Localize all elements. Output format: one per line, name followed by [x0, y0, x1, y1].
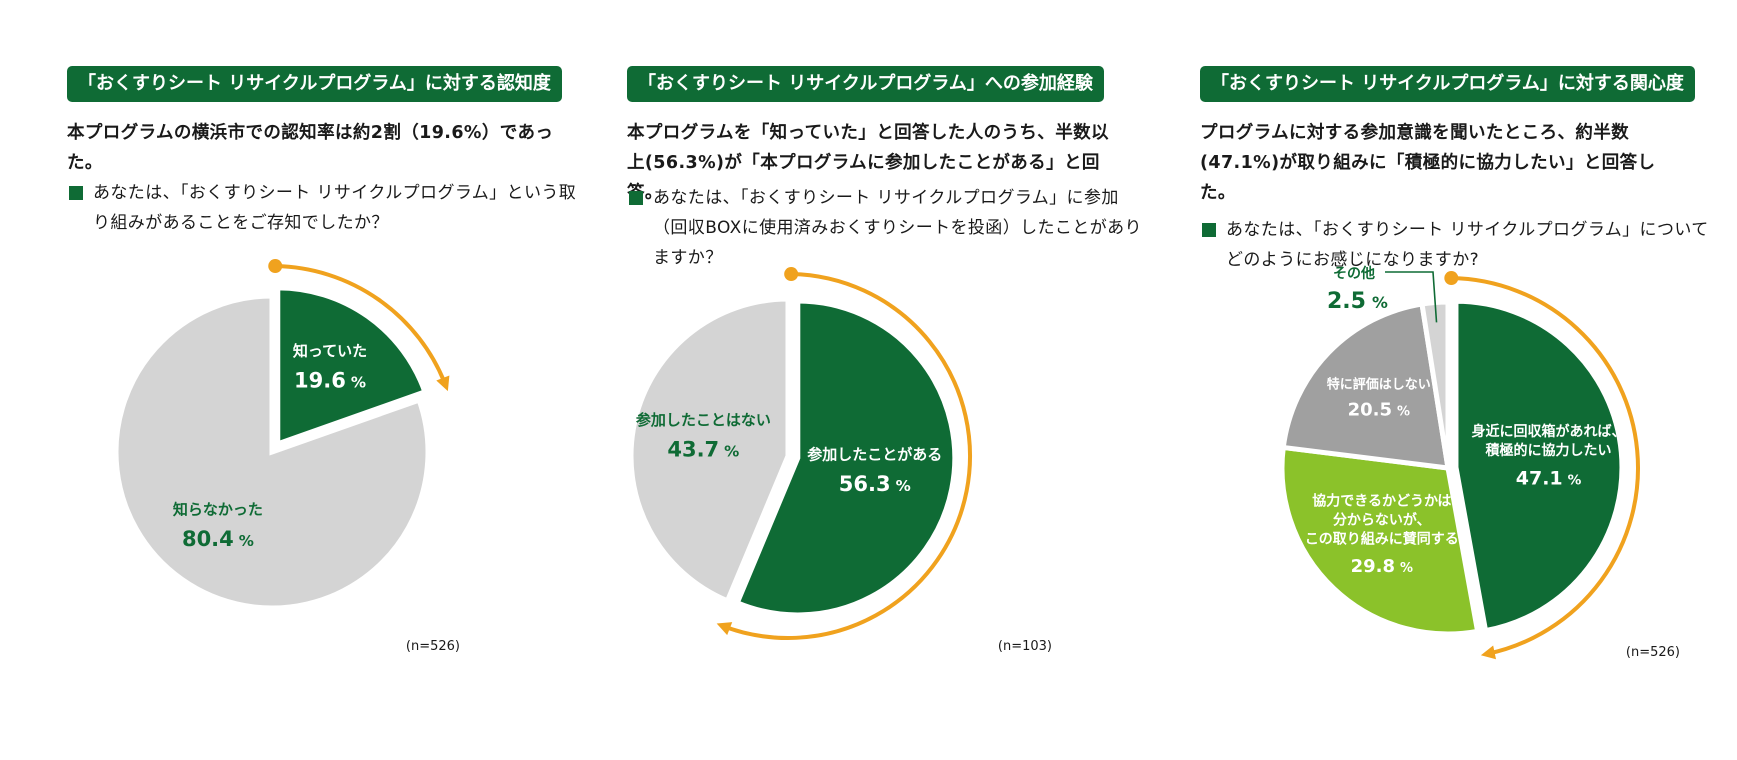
arrow-head-icon	[436, 375, 450, 392]
chart-panel-interest: 「おくすりシート リサイクルプログラム」に対する関心度 プログラムに対する参加意…	[1127, 0, 1708, 760]
slice-label: 参加したことがある	[807, 445, 942, 463]
chart-summary: 本プログラムの横浜市での認知率は約2割（19.6%）であった。	[67, 123, 554, 173]
arrow-head-icon	[716, 622, 733, 636]
slice-label: 積極的に協力したい	[1485, 442, 1612, 459]
pie-slice	[113, 293, 431, 611]
pie-chart-interest: 身近に回収箱があれば、積極的に協力したい 47.1 % 協力できるかどうかは分からない…	[1279, 265, 1680, 660]
slice-value-label: 47.1%	[1516, 467, 1582, 489]
slice-label: 参加したことはない	[636, 411, 771, 429]
slice-value-label: 19.6%	[294, 369, 366, 393]
slice-label: 知らなかった	[173, 500, 263, 518]
survey-question: あなたは、「おくすりシート リサイクルプログラム」に参加（回収BOXに使用済みお…	[627, 183, 1143, 273]
arrow-start-dot-icon	[1444, 271, 1459, 286]
slice-label: 身近に回収箱があれば、	[1472, 423, 1626, 440]
slice-value-label: 80.4%	[182, 527, 254, 551]
survey-question: あなたは、「おくすりシート リサイクルプログラム」という取り組みがあることをご存…	[67, 178, 583, 238]
survey-question-text: あなたは、「おくすりシート リサイクルプログラム」という取り組みがあることをご存…	[93, 183, 577, 233]
sample-size-label: (n=526)	[1626, 645, 1680, 660]
slice-value-label: 2.5%	[1327, 289, 1388, 314]
slice-label: 協力できるかどうかは	[1312, 493, 1451, 510]
survey-question-text: あなたは、「おくすりシート リサイクルプログラム」に参加（回収BOXに使用済みお…	[653, 188, 1142, 268]
pie-chart-participation: 参加したことがある 56.3 % 参加したことはない 43.7 % (n=103)	[628, 267, 1052, 654]
pie-slice	[1279, 444, 1481, 637]
slice-value-label: 29.8%	[1351, 556, 1413, 577]
sample-size-label: (n=526)	[406, 639, 460, 654]
arrow-start-dot-icon	[268, 259, 283, 274]
pie-chart-awareness: 知っていた 19.6 % 知らなかった 80.4 % (n=526)	[113, 259, 460, 654]
arrow-head-icon	[1480, 645, 1497, 660]
chart-title: 「おくすりシート リサイクルプログラム」に対する認知度	[67, 66, 562, 102]
arrow-arc	[1449, 276, 1640, 657]
chart-panel-participation: 「おくすりシート リサイクルプログラム」への参加経験 本プログラムを「知っていた…	[560, 0, 1142, 760]
slice-label: 特に評価はしない	[1327, 376, 1431, 392]
chart-summary: プログラムに対する参加意識を聞いたところ、約半数(47.1%)が取り組みに「積極…	[1200, 123, 1656, 203]
chart-title: 「おくすりシート リサイクルプログラム」への参加経験	[627, 66, 1104, 102]
slice-label: この取り組みに賛同する	[1305, 530, 1459, 547]
slice-value-label: 56.3%	[839, 472, 911, 496]
arrow-arc	[720, 272, 972, 640]
pie-slice	[733, 298, 958, 618]
square-bullet-icon	[629, 191, 643, 205]
arrow-start-dot-icon	[784, 267, 799, 282]
slice-value-label: 43.7%	[667, 438, 739, 462]
slice-label: その他	[1333, 265, 1375, 282]
square-bullet-icon	[1202, 223, 1216, 237]
slice-label: 知っていた	[293, 342, 367, 360]
pie-slice	[1280, 301, 1451, 471]
arrow-arc	[273, 264, 448, 388]
pie-slice	[1453, 298, 1625, 634]
pie-slice	[628, 296, 791, 605]
survey-question-text: あなたは、「おくすりシート リサイクルプログラム」についてどのようにお感じになり…	[1226, 220, 1709, 270]
square-bullet-icon	[69, 186, 83, 200]
chart-summary: 本プログラムを「知っていた」と回答した人のうち、半数以上(56.3%)が「本プロ…	[627, 123, 1109, 203]
chart-panel-awareness: 「おくすりシート リサイクルプログラム」に対する認知度 本プログラムの横浜市での…	[0, 0, 576, 760]
survey-question: あなたは、「おくすりシート リサイクルプログラム」についてどのようにお感じになり…	[1200, 215, 1716, 275]
sample-size-label: (n=103)	[998, 639, 1052, 654]
callout-leader-line	[1385, 271, 1438, 323]
slice-value-label: 20.5%	[1348, 400, 1410, 421]
chart-title: 「おくすりシート リサイクルプログラム」に対する関心度	[1200, 66, 1695, 102]
slice-label: 分からないが、	[1333, 511, 1431, 528]
pie-slice	[275, 285, 429, 448]
